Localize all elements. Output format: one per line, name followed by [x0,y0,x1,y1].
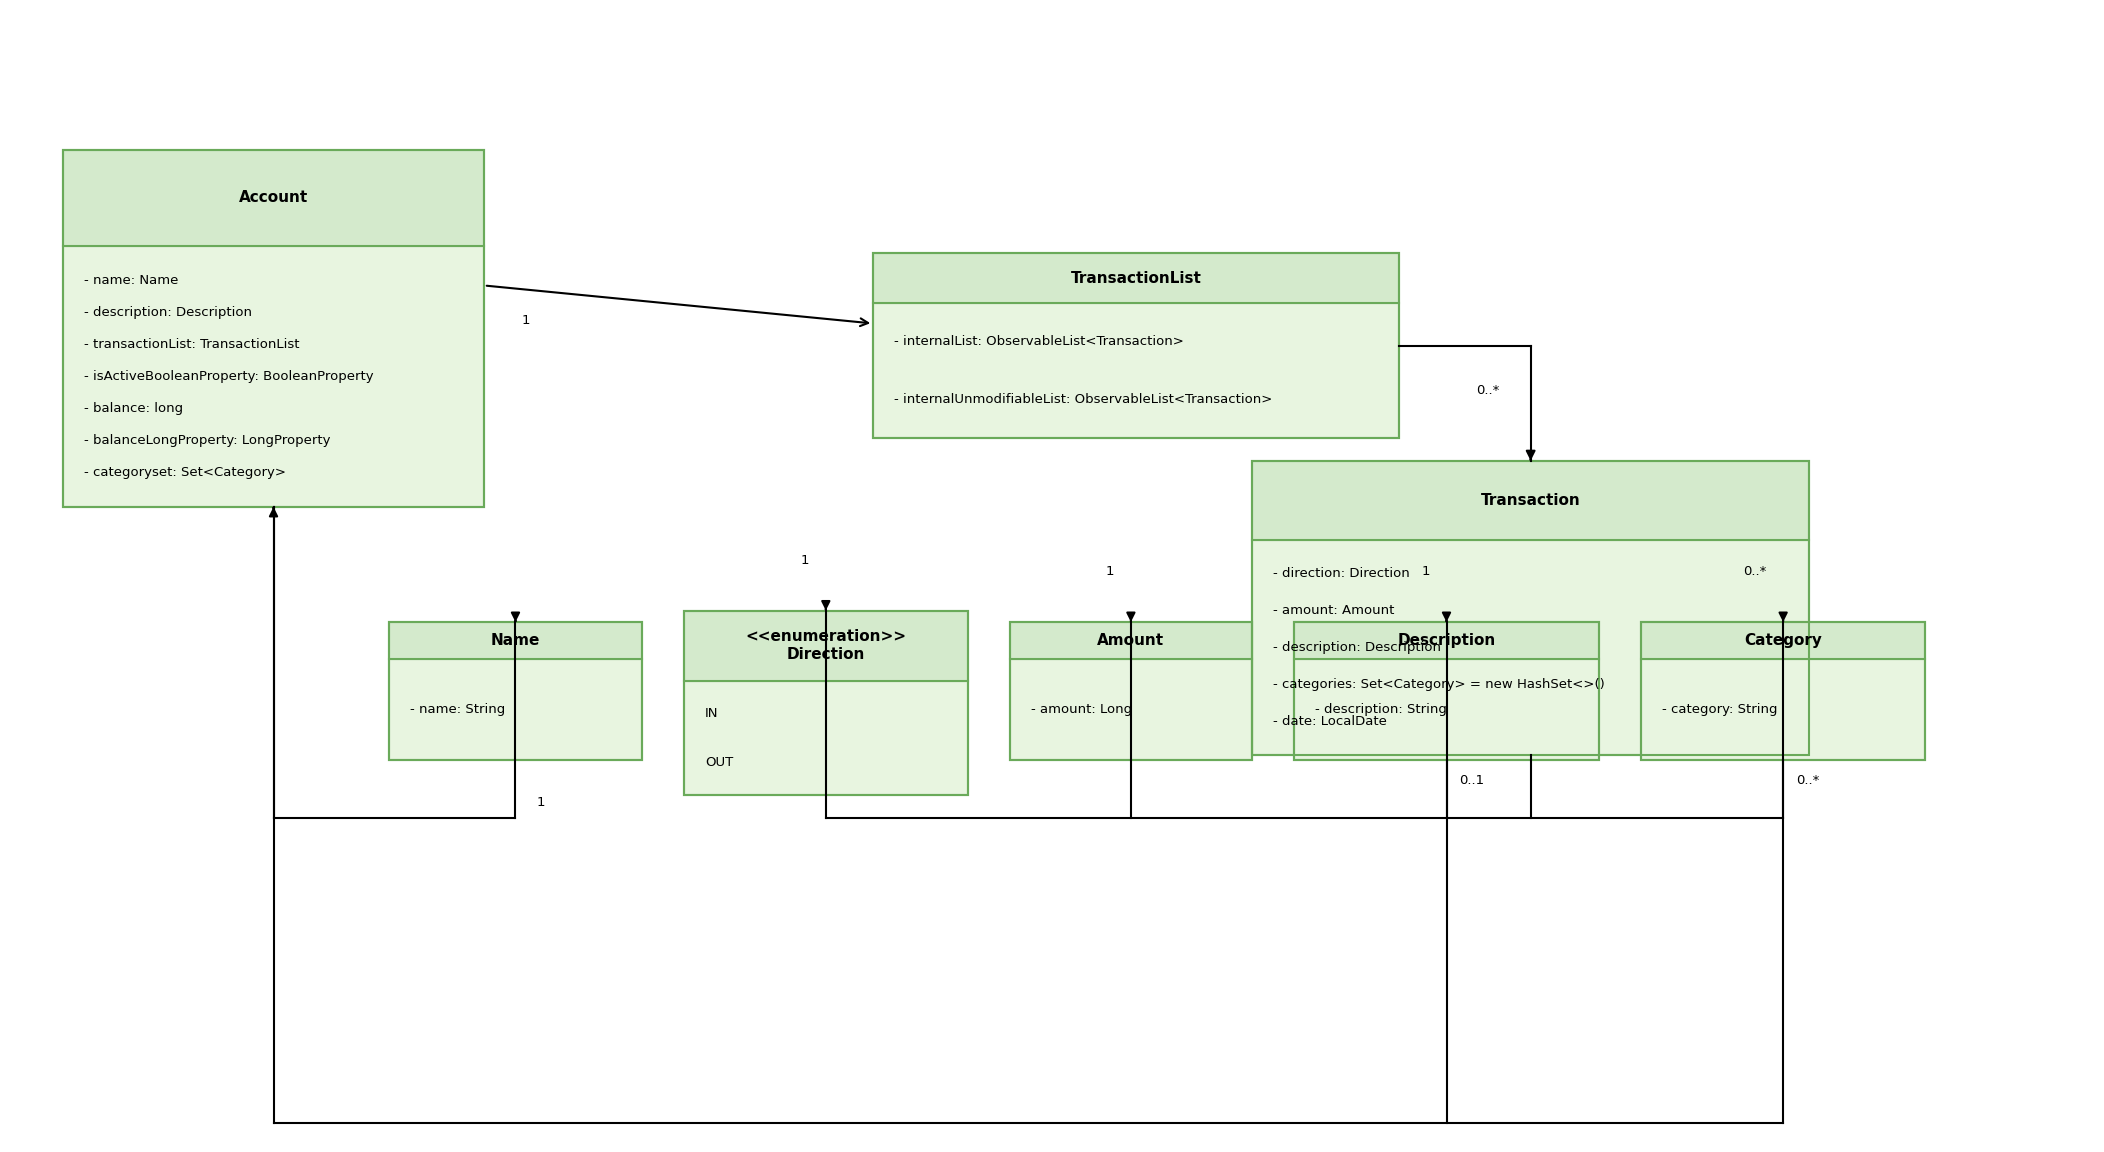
Text: - categoryset: Set<Category>: - categoryset: Set<Category> [84,467,286,479]
Text: Description: Description [1397,634,1496,649]
Text: - internalUnmodifiableList: ObservableList<Transaction>: - internalUnmodifiableList: ObservableLi… [894,393,1273,406]
Text: Account: Account [240,190,307,205]
Text: - balanceLongProperty: LongProperty: - balanceLongProperty: LongProperty [84,434,330,447]
Bar [684,611,968,795]
Text: - name: String: - name: String [410,704,505,717]
Text: - amount: Long: - amount: Long [1031,704,1132,717]
Bar [1252,540,1809,755]
Text: - transactionList: TransactionList: - transactionList: TransactionList [84,338,299,351]
Text: - internalList: ObservableList<Transaction>: - internalList: ObservableList<Transacti… [894,335,1185,348]
Bar [389,622,642,659]
Bar [63,150,484,247]
Bar [1010,622,1252,760]
Bar [873,303,1399,438]
Text: TransactionList: TransactionList [1071,271,1201,286]
Text: - category: String: - category: String [1662,704,1778,717]
Text: - description: String: - description: String [1315,704,1448,717]
Text: 0..*: 0..* [1742,566,1767,578]
Text: - description: Description: - description: Description [84,306,252,319]
Bar [1252,461,1809,755]
Text: - date: LocalDate: - date: LocalDate [1273,714,1387,728]
Bar [1010,622,1252,659]
Bar [873,253,1399,438]
Bar [1641,622,1925,760]
Text: 1: 1 [1105,566,1115,578]
Text: OUT: OUT [705,756,732,768]
Text: - amount: Amount: - amount: Amount [1273,604,1395,617]
Bar [63,247,484,507]
Bar [1641,659,1925,760]
Text: - isActiveBooleanProperty: BooleanProperty: - isActiveBooleanProperty: BooleanProper… [84,370,375,382]
Bar [684,611,968,681]
Text: 0..*: 0..* [1797,774,1820,787]
Bar [63,150,484,507]
Text: - balance: long: - balance: long [84,402,183,415]
Text: IN: IN [705,706,717,720]
Text: 1: 1 [537,796,545,809]
Text: - name: Name: - name: Name [84,274,179,287]
Bar [1641,622,1925,659]
Text: 0..*: 0..* [1475,385,1498,397]
Bar [389,622,642,760]
Text: Category: Category [1744,634,1822,649]
Text: Name: Name [490,634,541,649]
Bar [684,681,968,795]
Text: Amount: Amount [1098,634,1164,649]
Text: 1: 1 [800,554,808,567]
Text: 1: 1 [1420,566,1431,578]
Text: 1: 1 [522,314,530,327]
Bar [1010,659,1252,760]
Text: - categories: Set<Category> = new HashSet<>(): - categories: Set<Category> = new HashSe… [1273,677,1605,691]
Bar [1294,622,1599,760]
Text: Transaction: Transaction [1481,493,1580,508]
Bar [389,659,642,760]
Text: 0..1: 0..1 [1460,774,1483,787]
Text: <<enumeration>>
Direction: <<enumeration>> Direction [745,629,907,662]
Bar [1294,622,1599,659]
Text: - description: Description: - description: Description [1273,641,1441,654]
Bar [873,253,1399,303]
Bar [1294,659,1599,760]
Bar [1252,461,1809,540]
Text: - direction: Direction: - direction: Direction [1273,567,1410,581]
